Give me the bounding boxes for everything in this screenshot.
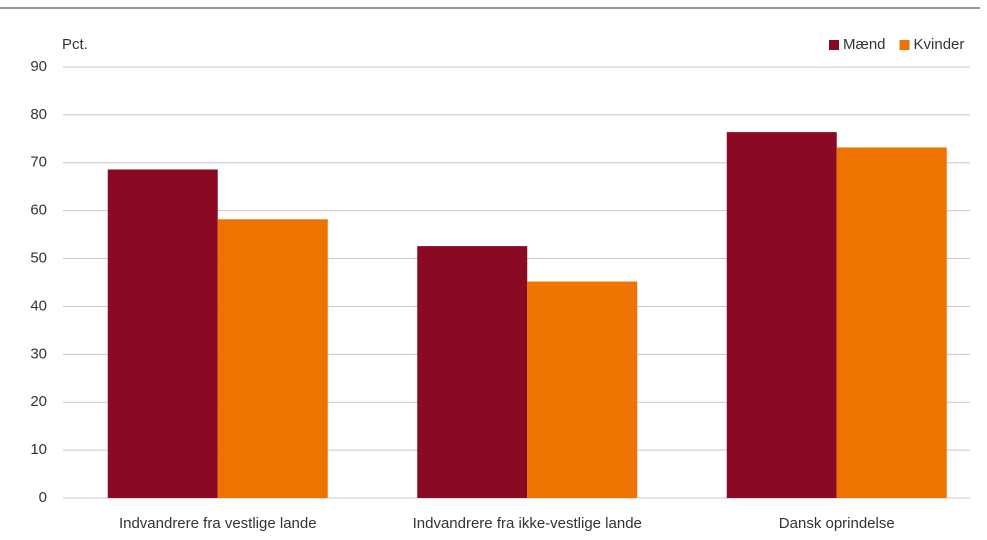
bar [726,132,837,498]
y-tick-label: 10 [30,441,47,458]
y-axis-label: Pct. [62,36,88,53]
y-tick-label: 0 [39,489,47,506]
legend-swatch [899,40,910,50]
x-tick-label: Indvandrere fra vestlige lande [119,515,317,532]
bar [527,281,638,498]
y-tick-label: 30 [30,345,47,362]
y-tick-label: 40 [30,297,47,314]
y-tick-label: 50 [30,250,47,267]
y-tick-label: 90 [30,58,47,75]
legend-label: Kvinder [914,36,965,53]
y-tick-label: 60 [30,202,47,219]
bar [107,169,218,498]
y-tick-label: 80 [30,106,47,123]
legend-label: Mænd [843,36,886,53]
bar [836,147,947,498]
y-tick-label: 20 [30,393,47,410]
legend-swatch [829,40,839,50]
x-tick-label: Dansk oprindelse [779,515,895,532]
y-tick-label: 70 [30,154,47,171]
bar [417,246,528,498]
bar [217,219,328,498]
x-tick-label: Indvandrere fra ikke-vestlige lande [413,515,642,532]
